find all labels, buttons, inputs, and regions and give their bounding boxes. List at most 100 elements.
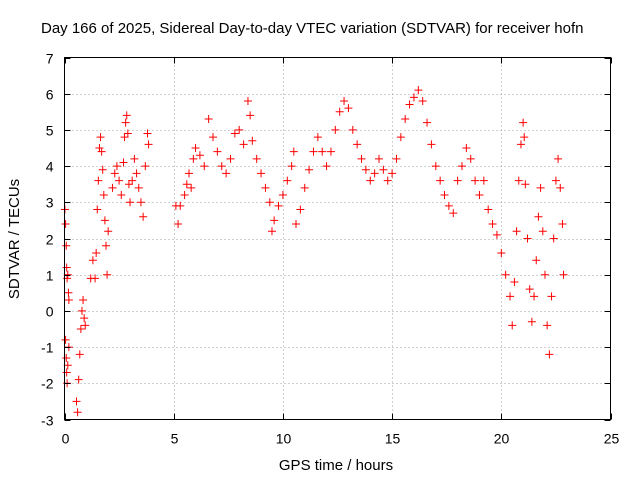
axis-ticks: -3 -2 -1 0 1 2 3 4 5 6 7 0 5 10 15 20 25 [41, 51, 619, 447]
data-point [62, 368, 71, 377]
data-point [209, 133, 218, 142]
data-point [440, 191, 449, 200]
data-point [525, 285, 534, 294]
data-point [353, 140, 362, 149]
data-point [119, 158, 128, 167]
data-point [189, 154, 198, 163]
data-point [309, 147, 318, 156]
data-point [423, 118, 432, 127]
data-point [551, 176, 560, 185]
data-point [418, 96, 427, 105]
data-point [520, 133, 529, 142]
data-point [124, 180, 133, 189]
data-point [283, 176, 292, 185]
data-point [257, 169, 266, 178]
data-point [104, 227, 113, 236]
data-point [128, 176, 137, 185]
data-point [514, 176, 523, 185]
data-point [79, 296, 88, 305]
data-point [123, 129, 132, 138]
data-point [95, 144, 104, 152]
data-point [243, 96, 252, 105]
data-point [534, 212, 543, 221]
data-point [63, 361, 72, 370]
data-point [132, 169, 141, 178]
data-point [184, 169, 193, 178]
data-point [318, 147, 327, 156]
data-point [61, 335, 70, 344]
data-point [508, 321, 517, 330]
y-tick-label: -3 [41, 413, 54, 429]
data-point [130, 154, 139, 163]
data-point [278, 191, 287, 200]
data-point [76, 325, 85, 333]
data-point [497, 248, 506, 257]
data-point [521, 180, 530, 189]
data-point [431, 162, 440, 171]
data-point [92, 248, 101, 257]
data-point [134, 183, 143, 192]
data-point [547, 292, 556, 301]
data-point [379, 165, 388, 174]
data-point [313, 133, 322, 142]
data-point [180, 191, 189, 200]
data-point [427, 140, 436, 149]
data-point [62, 263, 71, 272]
y-tick-label: 3 [46, 195, 54, 211]
data-point [100, 216, 109, 225]
data-point [287, 162, 296, 171]
data-point [501, 270, 510, 279]
data-point [475, 191, 484, 200]
data-point [261, 183, 270, 192]
data-point [538, 227, 547, 236]
data-point [136, 198, 145, 207]
data-point [510, 277, 519, 286]
y-tick-label: -2 [41, 376, 54, 392]
data-point [292, 220, 301, 229]
data-point [62, 353, 71, 362]
data-point [103, 270, 112, 279]
data-point [64, 296, 73, 305]
data-point [453, 176, 462, 185]
data-point [484, 205, 493, 214]
data-point [72, 397, 81, 406]
data-point [322, 162, 331, 171]
data-point [492, 230, 501, 239]
data-point [101, 241, 110, 250]
data-point [246, 111, 255, 120]
data-point [331, 125, 340, 134]
data-point [88, 256, 97, 265]
y-tick-label: 0 [46, 304, 54, 320]
data-point [120, 133, 129, 142]
data-point [110, 169, 119, 178]
y-tick-label: 7 [46, 51, 54, 67]
data-point [536, 183, 545, 192]
data-point [144, 140, 153, 149]
x-axis-title: GPS time / hours [279, 457, 393, 474]
data-point [506, 292, 515, 301]
x-tick-label: 5 [171, 431, 179, 447]
plot-frame [64, 57, 611, 420]
data-point [99, 191, 108, 200]
data-point [265, 198, 274, 207]
data-point [516, 140, 525, 149]
data-point [235, 125, 244, 134]
data-point [305, 165, 314, 174]
data-point [300, 183, 309, 192]
data-point [117, 191, 126, 200]
y-tick-label: -1 [41, 340, 54, 356]
data-point [559, 270, 568, 279]
data-point [296, 205, 305, 214]
data-point [112, 162, 121, 171]
data-point [204, 115, 213, 124]
data-point [182, 180, 191, 189]
data-point [409, 93, 418, 102]
data-point [267, 227, 276, 236]
data-point [449, 209, 458, 218]
data-point [530, 292, 539, 301]
data-point [252, 154, 261, 163]
data-point [91, 274, 100, 283]
data-point [62, 241, 71, 250]
data-point [121, 118, 130, 127]
